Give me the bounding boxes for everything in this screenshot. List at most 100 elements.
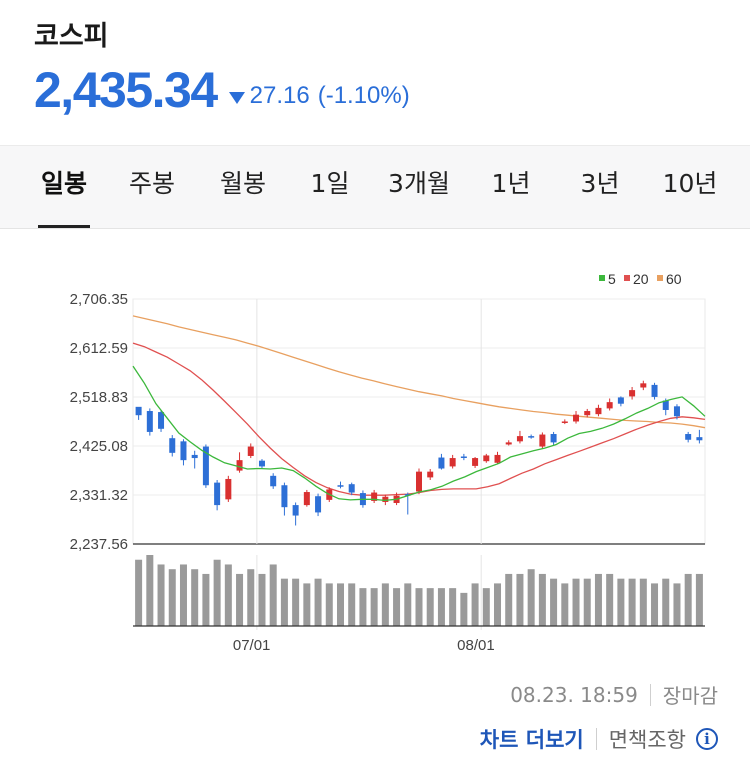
candle bbox=[472, 457, 479, 468]
tab-3month[interactable]: 3개월 bbox=[388, 169, 450, 198]
volume-bar bbox=[146, 555, 154, 626]
tab-daily[interactable]: 일봉 bbox=[38, 164, 90, 228]
index-title: 코스피 bbox=[34, 21, 109, 52]
candle-body bbox=[337, 485, 344, 487]
candle bbox=[651, 382, 658, 400]
volume-bar bbox=[404, 583, 412, 626]
candle bbox=[135, 406, 142, 420]
candle bbox=[348, 482, 355, 496]
candle-body bbox=[258, 460, 265, 467]
candle-body bbox=[158, 412, 165, 429]
candle-body bbox=[528, 436, 535, 438]
candle-body bbox=[673, 406, 680, 417]
chart-legend: 5 20 60 bbox=[599, 271, 682, 287]
volume-bar bbox=[224, 564, 232, 626]
candle bbox=[169, 435, 176, 457]
candle bbox=[225, 475, 232, 502]
candle bbox=[337, 481, 344, 489]
volume-bar bbox=[348, 583, 356, 626]
candle-body bbox=[247, 446, 254, 456]
more-chart-link[interactable]: 차트 더보기 bbox=[479, 728, 584, 752]
volume-bar bbox=[516, 573, 524, 626]
tab-10year[interactable]: 10년 bbox=[662, 169, 718, 198]
candle bbox=[606, 398, 613, 411]
volume-bar bbox=[303, 583, 311, 626]
candle-body bbox=[371, 492, 378, 501]
volume-bars bbox=[135, 555, 703, 626]
volume-bar bbox=[168, 569, 176, 626]
candle bbox=[214, 480, 221, 511]
candle bbox=[281, 482, 288, 516]
volume-bar bbox=[415, 588, 423, 626]
tab-1day[interactable]: 1일 bbox=[310, 169, 350, 198]
volume-bar bbox=[269, 564, 277, 626]
candle-body bbox=[315, 496, 322, 513]
candle-body bbox=[202, 446, 209, 486]
volume-bar bbox=[135, 559, 143, 626]
candle-body bbox=[685, 434, 692, 440]
volume-bar bbox=[550, 578, 558, 626]
candle-body bbox=[595, 407, 602, 415]
volume-bar bbox=[213, 559, 221, 626]
candle bbox=[146, 408, 153, 436]
change-value: 27.16 bbox=[249, 82, 310, 109]
volume-bar bbox=[247, 569, 255, 626]
volume-bar bbox=[673, 583, 681, 626]
candle bbox=[303, 489, 310, 507]
y-tick-label: 2,706.35 bbox=[70, 291, 128, 308]
ma60-line bbox=[132, 315, 706, 429]
volume-bar bbox=[494, 583, 502, 626]
candle bbox=[696, 429, 703, 444]
volume-bar bbox=[572, 578, 580, 626]
legend-swatch-5 bbox=[599, 275, 605, 281]
candle-body bbox=[629, 390, 636, 397]
volume-bar bbox=[527, 569, 535, 626]
candle-body bbox=[180, 441, 187, 461]
tab-weekly[interactable]: 주봉 bbox=[128, 169, 175, 198]
candle bbox=[640, 380, 647, 391]
candle-body bbox=[214, 482, 221, 506]
y-tick-label: 2,518.83 bbox=[70, 389, 128, 406]
candle-body bbox=[236, 460, 243, 471]
info-icon[interactable]: i bbox=[696, 728, 718, 750]
down-triangle-icon bbox=[228, 92, 245, 104]
volume-bar bbox=[381, 583, 389, 626]
candle-body bbox=[460, 456, 467, 458]
candle-body bbox=[135, 406, 142, 416]
volume-bar bbox=[695, 573, 703, 626]
candle bbox=[236, 452, 243, 473]
candle bbox=[550, 431, 557, 446]
candle bbox=[158, 409, 165, 432]
timestamp: 08.23. 18:59 bbox=[510, 682, 638, 707]
tab-3year[interactable]: 3년 bbox=[580, 169, 620, 198]
candle-body bbox=[292, 505, 299, 516]
candle-body bbox=[191, 454, 198, 459]
candle bbox=[191, 450, 198, 469]
tab-1year[interactable]: 1년 bbox=[491, 169, 531, 198]
volume-bar bbox=[437, 588, 445, 626]
volume-bar bbox=[639, 578, 647, 626]
disclaimer-link[interactable]: 면책조항 bbox=[608, 728, 686, 752]
candle-body bbox=[404, 494, 411, 496]
candle bbox=[561, 419, 568, 425]
candle-body bbox=[640, 383, 647, 388]
market-status: 08.23. 18:59 장마감 bbox=[510, 680, 718, 709]
tab-monthly[interactable]: 월봉 bbox=[219, 169, 266, 198]
price-chart[interactable]: 5 20 60 2,706.35 2,612.59 2,518.83 2,425.08 2,3… bbox=[0, 255, 750, 660]
candle bbox=[505, 440, 512, 446]
legend-label-5: 5 bbox=[608, 271, 616, 287]
candle-body bbox=[696, 437, 703, 441]
candle bbox=[315, 493, 322, 517]
volume-bar bbox=[606, 573, 614, 626]
candle-body bbox=[382, 496, 389, 502]
candle bbox=[516, 430, 523, 444]
volume-bar bbox=[292, 578, 300, 626]
candle bbox=[258, 459, 265, 468]
candle-body bbox=[539, 434, 546, 447]
candle bbox=[584, 408, 591, 418]
volume-bar bbox=[191, 569, 199, 626]
candle-body bbox=[449, 458, 456, 467]
volume-bar bbox=[202, 573, 210, 626]
candle-body bbox=[483, 455, 490, 462]
candle bbox=[371, 489, 378, 504]
